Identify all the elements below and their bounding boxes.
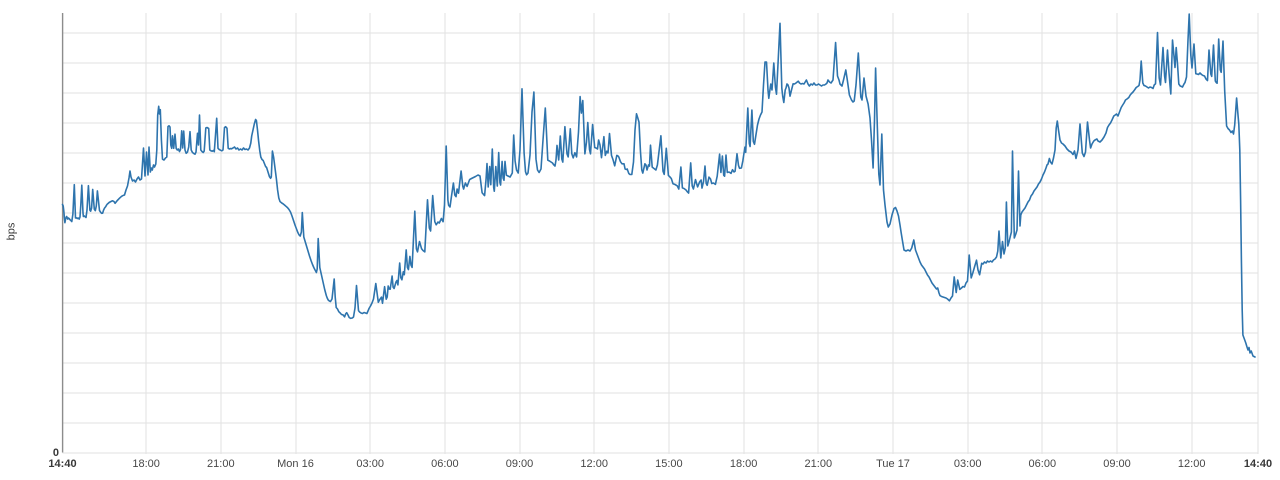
svg-text:14:40: 14:40: [1244, 458, 1272, 470]
svg-text:09:00: 09:00: [506, 458, 534, 470]
svg-text:12:00: 12:00: [1178, 458, 1206, 470]
svg-text:12:00: 12:00: [580, 458, 608, 470]
svg-text:14:40: 14:40: [48, 458, 76, 470]
svg-text:Tue 17: Tue 17: [876, 458, 910, 470]
svg-text:21:00: 21:00: [207, 458, 235, 470]
svg-text:bps: bps: [5, 222, 17, 240]
svg-text:18:00: 18:00: [730, 458, 758, 470]
svg-text:06:00: 06:00: [431, 458, 459, 470]
svg-text:15:00: 15:00: [655, 458, 683, 470]
svg-text:0: 0: [53, 447, 59, 459]
svg-text:03:00: 03:00: [356, 458, 384, 470]
svg-text:03:00: 03:00: [954, 458, 982, 470]
svg-text:18:00: 18:00: [132, 458, 160, 470]
svg-text:21:00: 21:00: [805, 458, 833, 470]
svg-text:06:00: 06:00: [1029, 458, 1057, 470]
svg-text:09:00: 09:00: [1103, 458, 1131, 470]
svg-text:Mon 16: Mon 16: [277, 458, 314, 470]
